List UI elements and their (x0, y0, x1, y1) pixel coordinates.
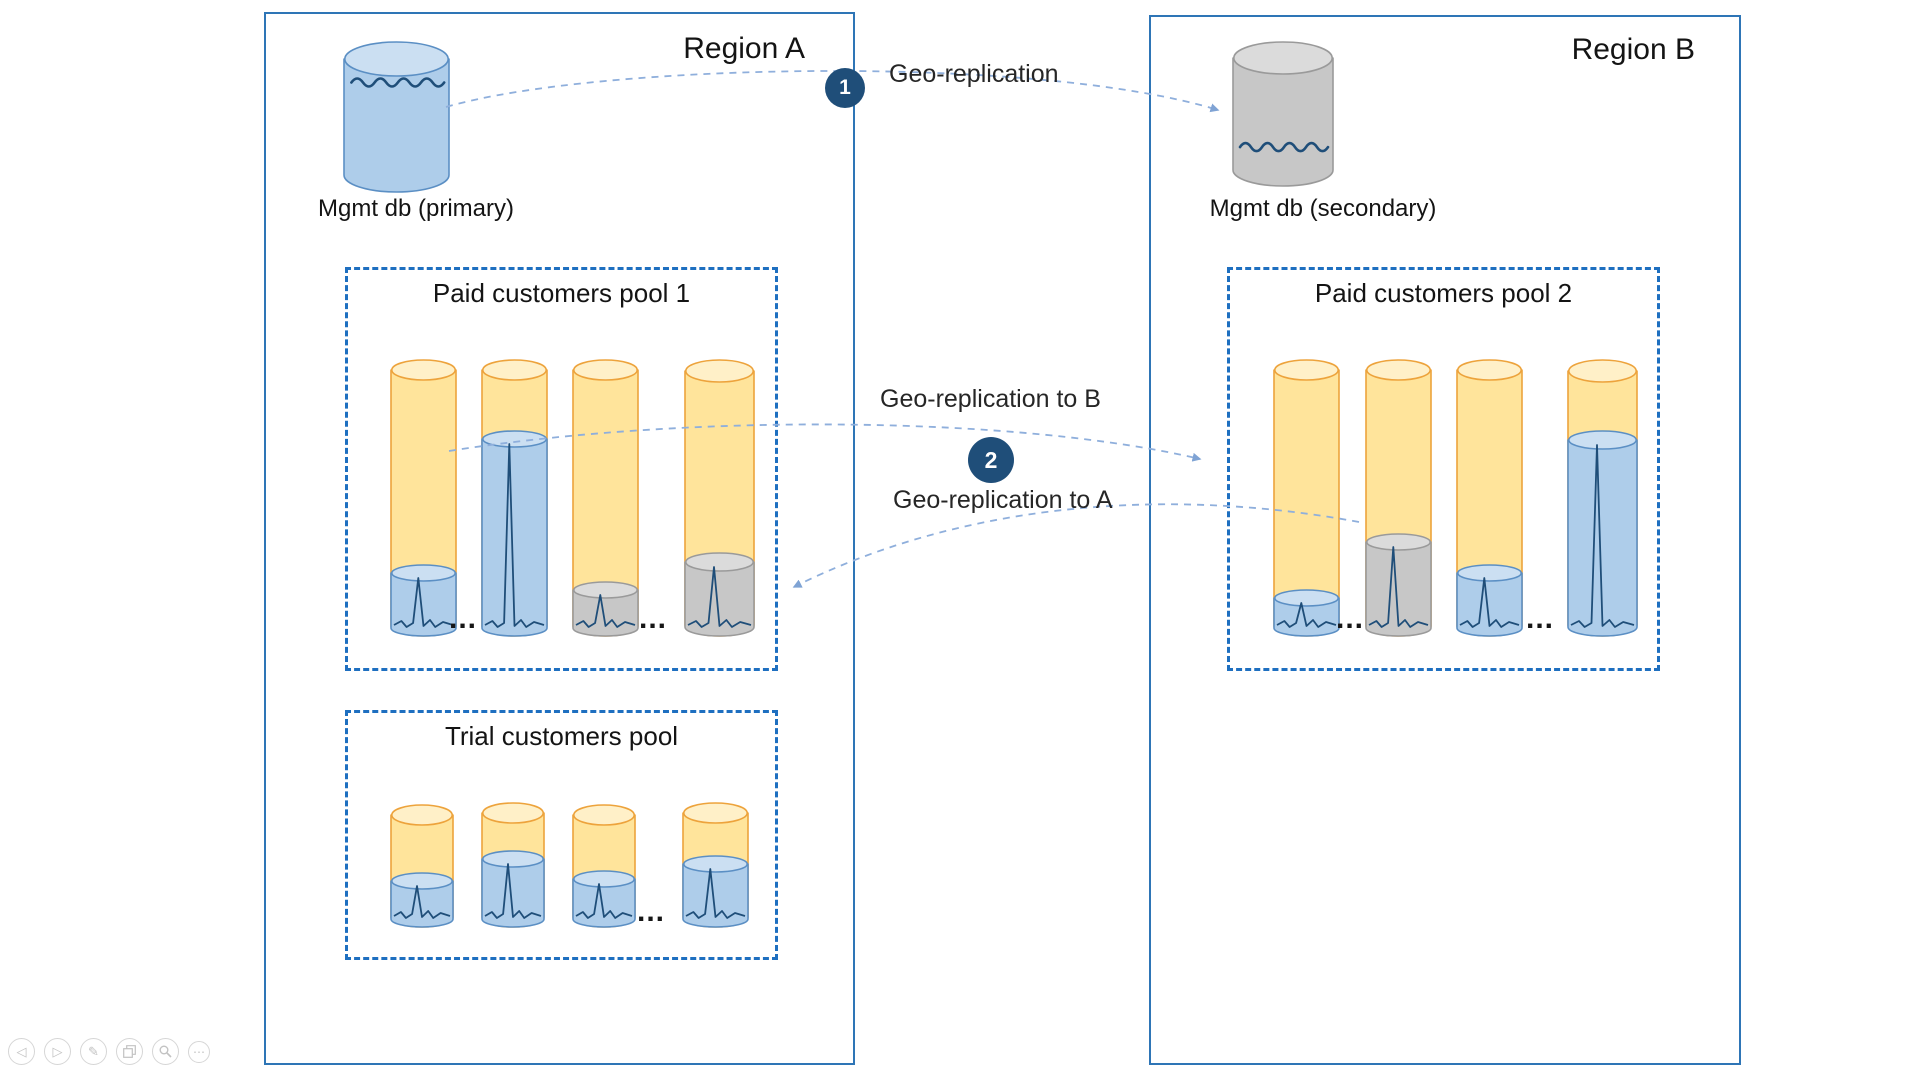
database-cylinder-icon (682, 357, 757, 639)
ellipsis: ... (449, 602, 478, 635)
all-slides-button[interactable] (116, 1038, 143, 1065)
geo-replication-label: Geo-replication (889, 60, 1059, 88)
ellipsis: ... (1336, 602, 1365, 635)
database-cylinder-icon (1363, 357, 1434, 639)
database-cylinder-icon (1454, 357, 1525, 639)
trial-pool-box: Trial customers pool ... (345, 710, 778, 960)
region-a-title: Region A (683, 32, 805, 65)
database-cylinder-icon (1565, 357, 1640, 639)
database-cylinder-icon (388, 357, 459, 639)
geo-replication-to-b-label: Geo-replication to B (880, 385, 1101, 413)
ellipsis: ... (637, 895, 666, 928)
database-cylinder-icon (680, 800, 751, 930)
paid-pool-2-box: Paid customers pool 2 ... ... (1227, 267, 1660, 671)
zoom-button[interactable] (152, 1038, 179, 1065)
mgmt-db-secondary-label: Mgmt db (secondary) (1209, 195, 1437, 222)
pen-icon: ✎ (88, 1044, 99, 1059)
ellipsis: ... (639, 602, 668, 635)
region-a-box: Region A Mgmt db (primary) Paid customer… (264, 12, 855, 1065)
pen-button[interactable]: ✎ (80, 1038, 107, 1065)
previous-slide-icon: ◁ (16, 1044, 27, 1059)
trial-pool-title: Trial customers pool (444, 721, 679, 751)
previous-slide-button[interactable]: ◁ (8, 1038, 35, 1065)
database-cylinder-icon (479, 357, 550, 639)
database-cylinder-icon (479, 800, 547, 930)
database-cylinder-icon (570, 802, 638, 930)
step-1-badge: 1 (825, 68, 865, 108)
paid-pool-2-title: Paid customers pool 2 (1314, 278, 1573, 308)
mgmt-db-secondary-icon (1230, 39, 1336, 189)
zoom-icon (159, 1045, 172, 1058)
more-options-button[interactable]: ⋯ (188, 1040, 210, 1063)
geo-replication-to-a-label: Geo-replication to A (893, 486, 1113, 514)
more-options-icon: ⋯ (193, 1044, 205, 1059)
presentation-toolbar: ◁ ▷ ✎ ⋯ (8, 1038, 210, 1065)
step-2-number: 2 (984, 446, 998, 473)
ellipsis: ... (1526, 602, 1555, 635)
database-cylinder-icon (570, 357, 641, 639)
all-slides-icon (123, 1045, 136, 1058)
region-b-box: Region B Mgmt db (secondary) Paid custom… (1149, 15, 1741, 1065)
database-cylinder-icon (388, 802, 456, 930)
step-2-badge: 2 (968, 437, 1014, 483)
region-b-title: Region B (1571, 33, 1695, 66)
paid-pool-1-title: Paid customers pool 1 (432, 278, 691, 308)
step-1-number: 1 (839, 76, 851, 99)
mgmt-db-primary-label: Mgmt db (primary) (317, 195, 515, 222)
next-slide-icon: ▷ (52, 1044, 63, 1059)
paid-pool-1-box: Paid customers pool 1 ... ... (345, 267, 778, 671)
next-slide-button[interactable]: ▷ (44, 1038, 71, 1065)
database-cylinder-icon (1271, 357, 1342, 639)
mgmt-db-primary-icon (341, 39, 452, 195)
